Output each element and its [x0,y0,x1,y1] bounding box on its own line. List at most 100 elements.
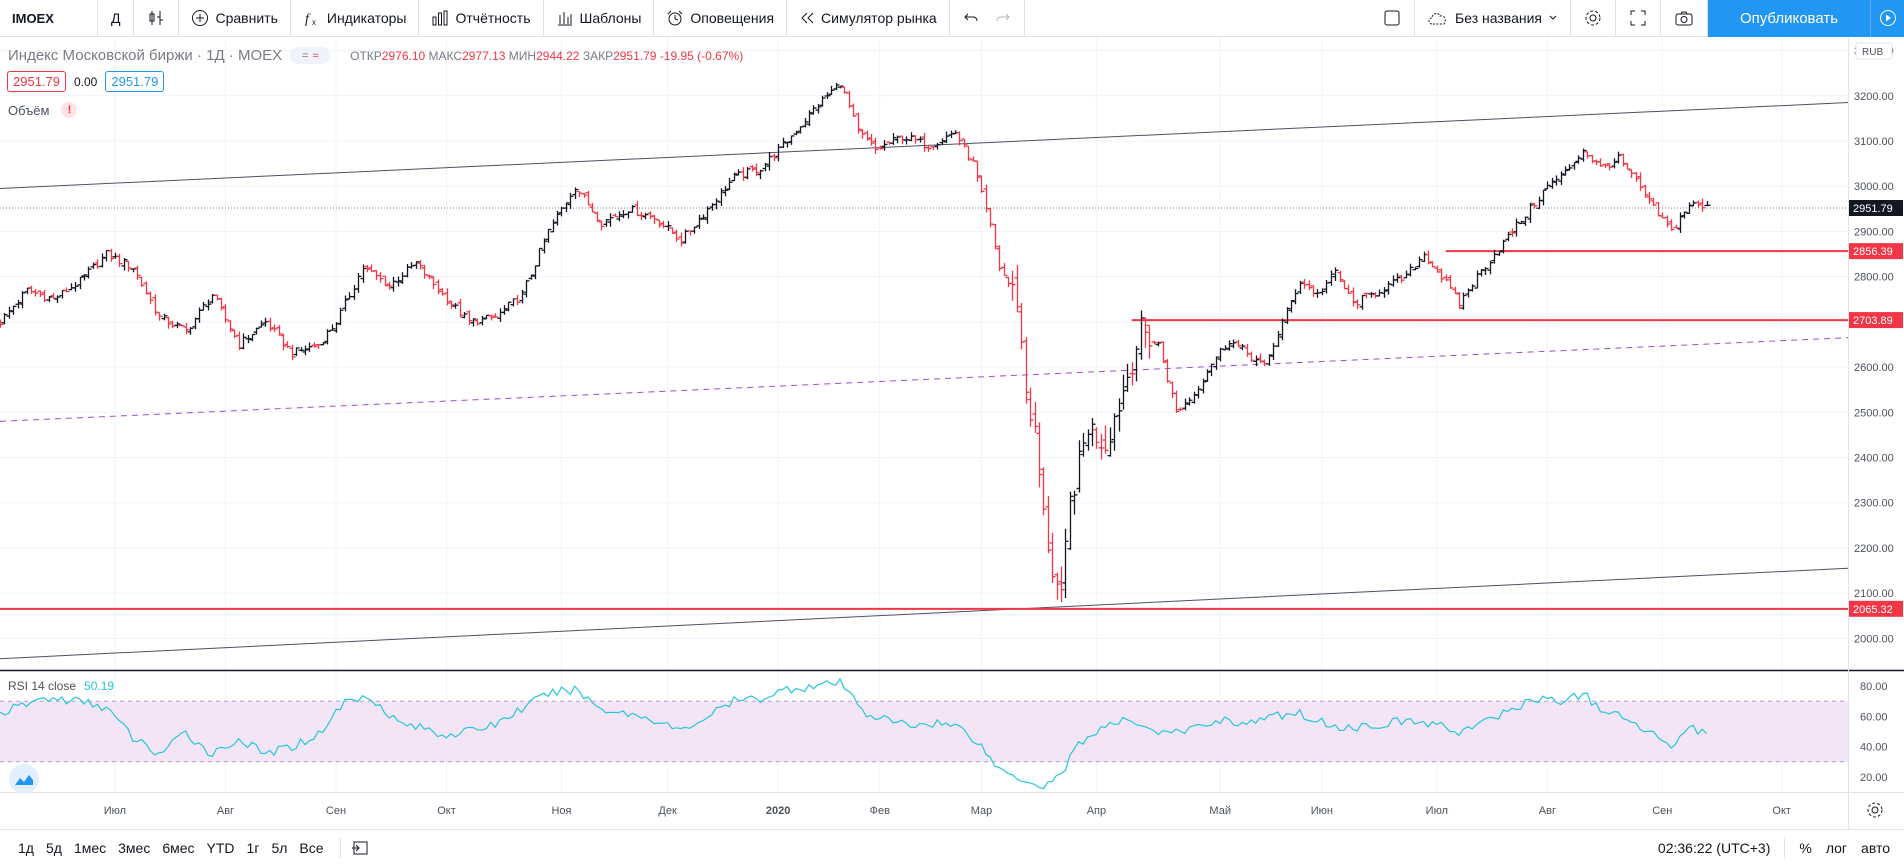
ohlc-bar [939,138,946,145]
ohlc-bar [908,132,915,142]
ohlc-bar [90,262,97,269]
clock-timezone[interactable]: 02:36:22 (UTC+3) [1657,840,1771,856]
time-axis-tick-label: Май [1209,805,1231,817]
range-1d[interactable]: 1д [18,840,34,856]
snapshot-button[interactable] [1661,0,1708,37]
high-label: МАКС [428,48,463,63]
ohlc-bar [797,126,804,134]
ohlc-bar [757,169,764,180]
tradingview-logo[interactable] [9,764,39,794]
ohlc-bar [1116,398,1123,432]
ohlc-bar [1160,341,1167,363]
range-6m[interactable]: 6мес [162,840,195,856]
plus-circle-icon [192,10,209,26]
range-ytd[interactable]: YTD [206,840,235,856]
ohlc-bar [1416,256,1423,268]
ohlc-bar [1642,184,1649,198]
rsi-line[interactable] [0,677,1707,790]
ohlc-bar [32,289,39,297]
percent-toggle[interactable]: % [1799,840,1812,856]
ohlc-bar [1062,528,1069,598]
ohlc-values: ОТКР2976.10 МАКС2977.13 МИН2944.22 ЗАКР2… [350,49,743,63]
redo-icon[interactable] [995,10,1011,26]
play-button[interactable] [1870,0,1904,37]
ohlc-bar [430,276,437,290]
indicators-button[interactable]: f x Индикаторы [291,0,420,37]
financials-label: Отчётность [455,10,531,26]
chart-canvas[interactable]: 2000.00 2100.00 2200.00 2300.00 2400.00 2500.… [0,37,1904,829]
range-all[interactable]: Все [299,840,324,856]
publish-button[interactable]: Опубликовать [1708,0,1870,37]
ohlc-bar [1522,216,1529,226]
ohlc-bar [1540,189,1547,206]
time-axis-tick-label: Авг [217,805,234,817]
range-3m[interactable]: 3мес [118,840,151,856]
ohlc-bar [753,163,760,177]
ohlc-bar [572,187,579,200]
ohlc-bar [877,145,884,150]
ohlc-bar [404,263,411,278]
legend-toggle[interactable]: = ≈ [290,47,331,64]
ohlc-bar [1407,263,1414,277]
ohlc-bar [1668,219,1675,231]
ohlc-bar [1345,284,1352,295]
log-toggle[interactable]: лог [1825,840,1848,856]
alarm-clock-icon [668,10,683,26]
ohlc-bar [1704,200,1711,207]
ohlc-bar [1350,287,1357,307]
ohlc-bar [864,130,871,141]
gear-icon[interactable] [1867,802,1883,818]
ohlc-bar [784,141,791,148]
financials-button[interactable]: Отчётность [419,0,544,37]
ohlc-bar [996,245,1003,272]
ohlc-bar [1191,391,1198,404]
range-5y[interactable]: 5л [271,840,288,856]
ohlc-bar [1124,363,1131,392]
range-1y[interactable]: 1г [246,840,260,856]
ohlc-bar [1279,318,1286,341]
currency-box[interactable] [1855,42,1893,60]
range-1m[interactable]: 1мес [73,840,107,856]
ohlc-bar [1001,263,1008,277]
sell-price-button[interactable]: 2951.79 [7,71,66,92]
compare-button[interactable]: Сравнить [179,0,291,37]
ohlc-bar [1328,270,1335,286]
ohlc-bar [284,341,291,348]
ohlc-bar [1580,148,1587,162]
layout-menu-button[interactable]: Без названия [1415,0,1571,37]
ohlc-bar [523,279,530,298]
ohlc-bar [439,288,446,296]
ohlc-bar [1332,267,1339,282]
fullscreen-button[interactable] [1616,0,1661,37]
ohlc-bar [850,103,857,118]
dashed-trend-line[interactable] [0,337,1849,422]
auto-toggle[interactable]: авто [1861,840,1890,856]
templates-button[interactable]: Шаблоны [544,0,655,37]
ohlc-bar [921,132,928,152]
buy-price-button[interactable]: 2951.79 [105,71,165,92]
replay-button[interactable]: Симулятор рынка [787,0,950,37]
range-5d[interactable]: 5д [45,840,62,856]
goto-date-icon[interactable] [351,840,369,856]
settings-button[interactable] [1571,0,1616,37]
volume-legend: Объём ! [8,102,78,118]
gear-icon[interactable] [1871,806,1879,814]
undo-icon[interactable] [963,10,979,26]
price-axis-tick-label: 2100.00 [1854,588,1894,600]
ohlc-bar [1314,289,1321,298]
ohlc-bar [421,264,428,279]
ohlc-bar [240,333,247,350]
alerts-button[interactable]: Оповещения [654,0,788,37]
trend-line[interactable] [0,567,1849,660]
interval-button[interactable]: Д [98,0,135,37]
ohlc-bar [665,221,672,231]
symbol-search-button[interactable]: IMOEX [0,0,98,37]
ohlc-bar [1058,566,1065,603]
fullscreen-select-button[interactable] [1370,0,1416,37]
ohlc-bar [1120,374,1127,410]
indicators-label: Индикаторы [326,10,407,26]
ohlc-bar [1169,381,1176,399]
warning-icon[interactable]: ! [61,102,78,118]
chart-type-button[interactable] [134,0,180,37]
ohlc-bar [1531,202,1538,209]
